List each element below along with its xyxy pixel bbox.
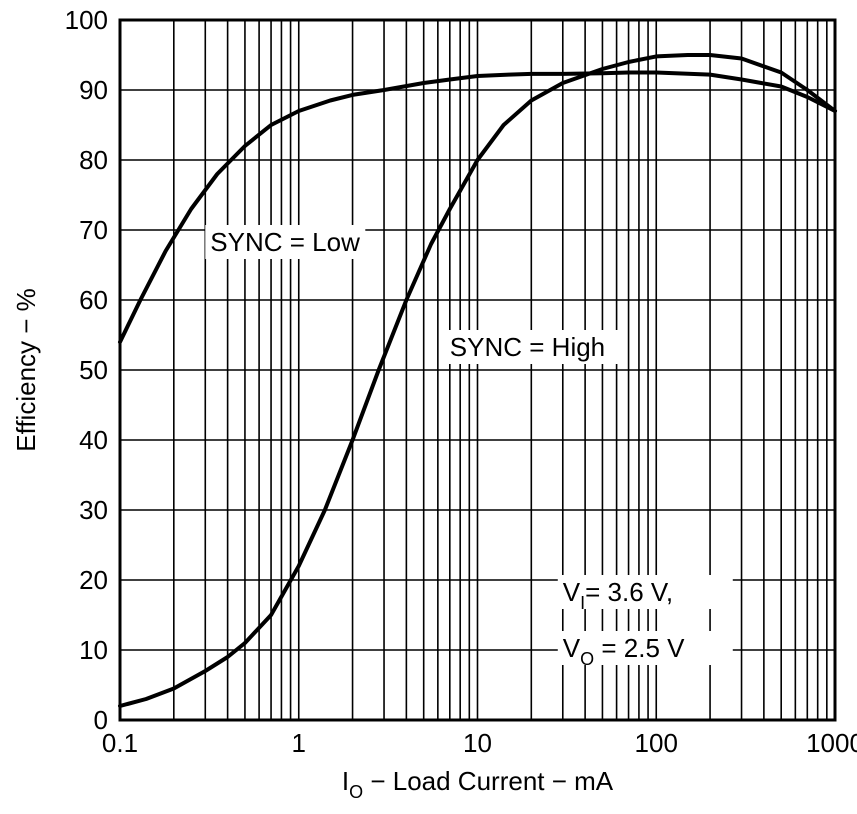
chart-svg: 01020304050607080901000.11101001000Effic… [0,0,857,814]
y-tick-label: 60 [79,285,108,315]
y-tick-label: 100 [65,5,108,35]
y-tick-label: 30 [79,495,108,525]
x-tick-label: 1 [292,728,306,758]
y-tick-label: 50 [79,355,108,385]
y-tick-label: 20 [79,565,108,595]
y-tick-label: 40 [79,425,108,455]
y-tick-label: 70 [79,215,108,245]
x-tick-label: 0.1 [102,728,138,758]
efficiency-chart: 01020304050607080901000.11101001000Effic… [0,0,857,814]
annotation-text: SYNC = High [450,332,605,362]
y-tick-label: 80 [79,145,108,175]
y-tick-label: 90 [79,75,108,105]
y-tick-label: 10 [79,635,108,665]
x-tick-label: 10 [463,728,492,758]
x-tick-label: 1000 [806,728,857,758]
annotation-text: SYNC = Low [210,227,360,257]
y-axis-label: Efficiency − % [11,288,41,452]
x-tick-label: 100 [635,728,678,758]
